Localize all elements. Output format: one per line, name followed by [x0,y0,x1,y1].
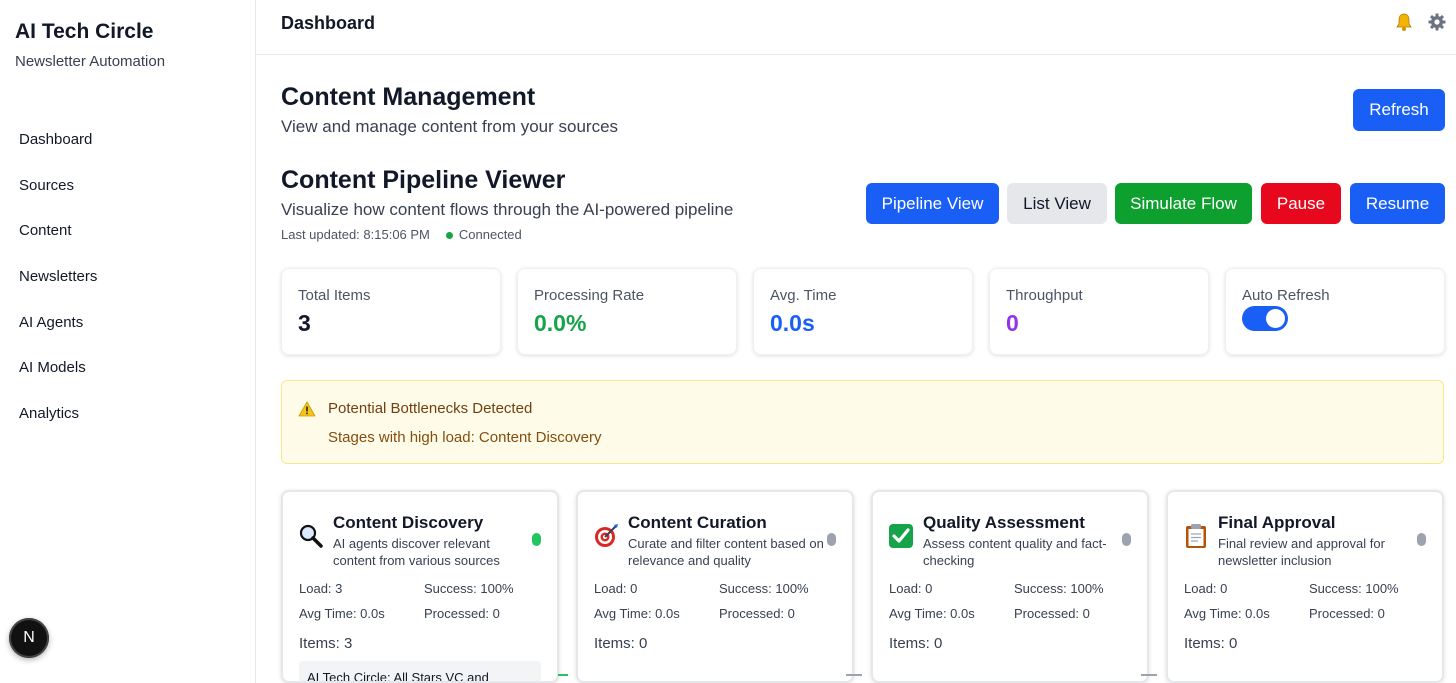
gear-icon[interactable] [1427,12,1447,32]
stat-card-throughput: Throughput 0 [989,268,1209,355]
sidebar-item-dashboard[interactable]: Dashboard [19,131,93,148]
stage-items-count: Items: 0 [1184,635,1238,652]
stat-card-processing-rate: Processing Rate 0.0% [517,268,737,355]
stage-success: Success: 100% [719,581,809,596]
stage-status-indicator [532,533,541,546]
stage-processed: Processed: 0 [1014,606,1090,621]
simulate-flow-button[interactable]: Simulate Flow [1115,183,1252,224]
stage-processed: Processed: 0 [1309,606,1385,621]
alert-title: Potential Bottlenecks Detected [328,400,533,417]
stage-description: AI agents discover relevant content from… [333,536,500,568]
stage-load: Load: 3 [299,581,343,596]
stage-card-content-curation[interactable]: Content Curation Curate and filter conte… [576,490,854,683]
stat-label: Processing Rate [534,287,645,304]
stage-title: Quality Assessment [923,513,1085,532]
stage-processed: Processed: 0 [424,606,500,621]
stat-label: Auto Refresh [1242,287,1330,304]
page-title: Dashboard [281,13,376,33]
stage-items-count: Items: 3 [299,635,353,652]
bottleneck-alert: Potential Bottlenecks Detected Stages wi… [281,380,1444,464]
stage-success: Success: 100% [1309,581,1399,596]
warning-icon [298,401,316,417]
stage-description: Curate and filter content based on relev… [628,536,824,568]
sidebar-item-analytics[interactable]: Analytics [19,405,80,423]
sidebar-item-newsletters[interactable]: Newsletters [19,268,98,286]
brand-title: AI Tech Circle [15,20,154,43]
stat-label: Total Items [298,287,371,304]
sidebar-item-sources[interactable]: Sources [19,176,75,194]
stat-card-auto-refresh: Auto Refresh [1225,268,1445,355]
resume-button[interactable]: Resume [1350,183,1445,224]
stage-item[interactable]: AI Tech Circle: All Stars VC and [299,661,541,681]
pause-button[interactable]: Pause [1261,183,1341,224]
stage-title: Final Approval [1218,513,1336,532]
stage-connector [846,674,862,676]
sidebar-item-ai-models[interactable]: AI Models [19,359,86,377]
stage-avg-time: Avg Time: 0.0s [1184,606,1270,621]
stage-processed: Processed: 0 [719,606,795,621]
stat-card-avg-time: Avg. Time 0.0s [753,268,973,355]
stage-connector [1141,674,1157,676]
stage-description: Final review and approval for newsletter… [1218,536,1385,568]
stat-value: 0 [1006,310,1019,336]
stage-card-content-discovery[interactable]: Content Discovery AI agents discover rel… [281,490,559,683]
pipeline-viewer-title: Content Pipeline Viewer [281,166,566,194]
auto-refresh-toggle[interactable] [1242,306,1288,331]
stage-card-final-approval[interactable]: Final Approval Final review and approval… [1166,490,1444,683]
target-icon [593,523,619,549]
sidebar-item-content[interactable]: Content [19,222,72,240]
stage-success: Success: 100% [1014,581,1104,596]
stage-title: Content Curation [628,513,767,532]
sidebar: AI Tech Circle Newsletter Automation Das… [0,0,256,683]
connection-status-dot [445,231,453,239]
toggle-knob [1266,309,1285,328]
stage-connector [558,674,568,676]
stage-load: Load: 0 [594,581,638,596]
stat-value: 0.0s [770,310,815,336]
stage-success: Success: 100% [424,581,514,596]
stat-label: Avg. Time [770,287,837,304]
stage-items-count: Items: 0 [889,635,943,652]
pipeline-viewer-subtitle: Visualize how content flows through the … [281,200,734,219]
stage-items-count: Items: 0 [594,635,648,652]
stage-load: Load: 0 [889,581,933,596]
last-updated-text: Last updated: 8:15:06 PM [281,227,430,242]
stage-avg-time: Avg Time: 0.0s [299,606,385,621]
stage-avg-time: Avg Time: 0.0s [889,606,975,621]
clipboard-icon [1183,523,1209,549]
stat-card-total-items: Total Items 3 [281,268,501,355]
stage-status-indicator [1122,533,1131,546]
stage-title: Content Discovery [333,513,484,532]
bell-icon[interactable] [1394,12,1414,32]
pipeline-view-button[interactable]: Pipeline View [866,183,999,224]
list-view-button[interactable]: List View [1007,183,1107,224]
stat-label: Throughput [1006,287,1083,304]
checkmark-icon [888,523,914,549]
stage-status-indicator [1417,533,1426,546]
refresh-button[interactable]: Refresh [1353,89,1445,131]
stage-description: Assess content quality and fact-checking [923,536,1107,568]
stat-value: 0.0% [534,310,587,336]
alert-text: Stages with high load: Content Discovery [328,429,602,446]
connection-status-text: Connected [458,227,522,242]
stage-card-quality-assessment[interactable]: Quality Assessment Assess content qualit… [871,490,1149,683]
sidebar-nav: Dashboard Sources Content Newsletters AI… [0,117,255,437]
content-management-title: Content Management [281,83,536,111]
nextjs-dev-badge[interactable]: N [9,618,49,658]
magnifier-icon [298,523,324,549]
stage-load: Load: 0 [1184,581,1228,596]
stage-status-indicator [827,533,836,546]
content-management-subtitle: View and manage content from your source… [281,117,619,136]
brand-subtitle: Newsletter Automation [15,53,166,70]
top-bar: Dashboard [256,0,1456,55]
stage-avg-time: Avg Time: 0.0s [594,606,680,621]
sidebar-item-ai-agents[interactable]: AI Agents [19,313,84,331]
pipeline-meta: Last updated: 8:15:06 PM Connected [281,227,522,242]
stat-value: 3 [298,310,311,336]
